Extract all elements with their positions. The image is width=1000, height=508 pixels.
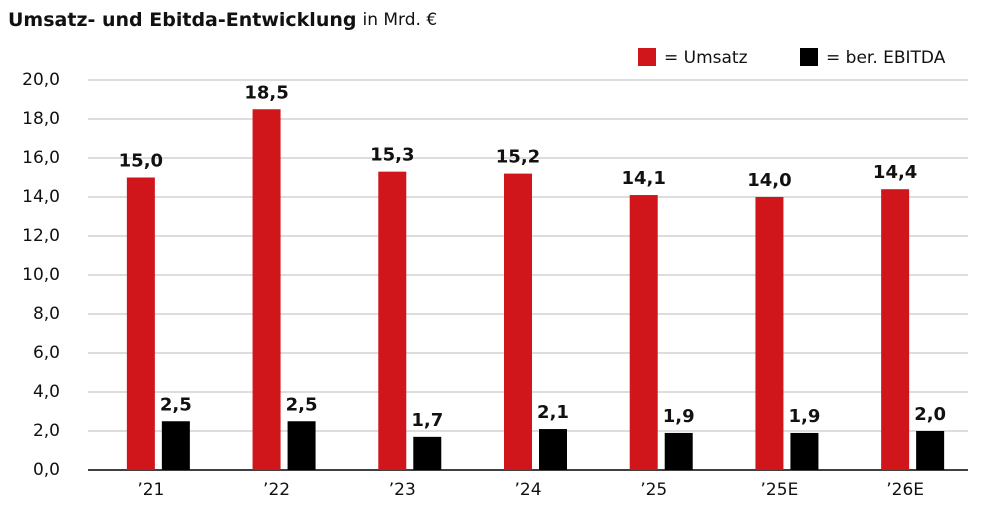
bar: [126, 177, 155, 470]
legend-label: = Umsatz: [664, 48, 748, 68]
value-label: 14,4: [873, 162, 917, 183]
x-tick-label: ’25: [640, 480, 667, 500]
legend-swatch: [800, 48, 818, 66]
bar: [790, 432, 819, 470]
bar: [413, 436, 442, 470]
bar: [755, 197, 784, 470]
y-tick-label: 2,0: [33, 421, 60, 441]
value-label: 15,0: [119, 151, 163, 172]
y-tick-label: 6,0: [33, 343, 60, 363]
y-tick-label: 4,0: [33, 382, 60, 402]
y-tick-label: 20,0: [22, 70, 60, 90]
y-tick-label: 12,0: [22, 226, 60, 246]
bar: [539, 429, 567, 470]
x-tick-label: ’26E: [886, 480, 924, 500]
value-label: 14,0: [747, 170, 791, 191]
y-tick-label: 16,0: [22, 148, 60, 168]
y-tick-label: 14,0: [22, 187, 60, 207]
value-label: 2,1: [537, 402, 569, 423]
x-tick-label: ’23: [389, 480, 416, 500]
value-label: 1,9: [663, 406, 695, 427]
bar: [161, 421, 190, 470]
x-tick-label: ’21: [137, 480, 164, 500]
value-label: 14,1: [622, 168, 666, 189]
y-tick-label: 0,0: [33, 460, 60, 480]
chart-subtitle: in Mrd. €: [362, 10, 437, 30]
legend-swatch: [638, 48, 656, 66]
bar: [378, 171, 407, 470]
value-label: 1,7: [411, 410, 443, 431]
value-label: 2,0: [914, 404, 946, 425]
y-tick-label: 18,0: [22, 109, 60, 129]
value-label: 15,3: [370, 145, 414, 166]
bar: [287, 421, 316, 470]
chart-title: Umsatz- und Ebitda-Entwicklung: [8, 9, 356, 31]
y-tick-label: 10,0: [22, 265, 60, 285]
y-tick-label: 8,0: [33, 304, 60, 324]
value-label: 2,5: [286, 394, 318, 415]
bar: [629, 195, 658, 471]
bar: [916, 431, 945, 470]
value-label: 2,5: [160, 394, 192, 415]
bar: [504, 173, 532, 470]
bar: [881, 189, 910, 470]
value-label: 18,5: [244, 82, 288, 103]
bar: [252, 109, 281, 470]
x-tick-label: ’22: [263, 480, 290, 500]
x-tick-label: ’24: [514, 480, 541, 500]
bar: [664, 432, 693, 470]
x-tick-label: ’25E: [761, 480, 799, 500]
value-label: 15,2: [496, 147, 540, 168]
value-label: 1,9: [788, 406, 820, 427]
chart-title-line: Umsatz- und Ebitda-Entwicklung in Mrd. €: [8, 9, 437, 31]
legend-label: = ber. EBITDA: [826, 48, 946, 68]
